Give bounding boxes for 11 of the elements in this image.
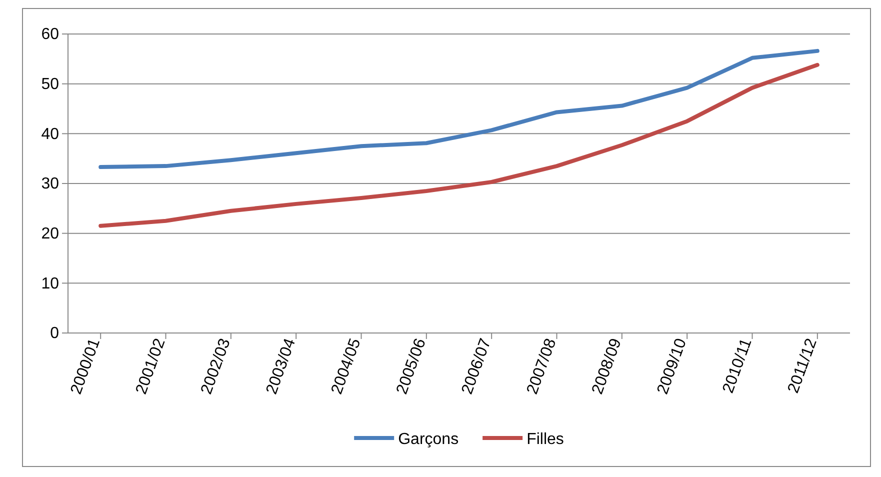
- line-series: [98, 48, 820, 170]
- y-tick-label: 20: [41, 225, 60, 242]
- y-tick-label: 60: [41, 26, 60, 44]
- legend-label: Garçons: [398, 431, 459, 448]
- y-tick-label: 0: [50, 325, 60, 342]
- y-tick-label: 10: [41, 275, 60, 292]
- line-series: [98, 62, 820, 228]
- y-tick-label: 40: [41, 126, 60, 143]
- y-tick-label: 50: [41, 76, 60, 93]
- legend-label: Filles: [526, 431, 564, 448]
- y-tick-label: 30: [41, 176, 60, 193]
